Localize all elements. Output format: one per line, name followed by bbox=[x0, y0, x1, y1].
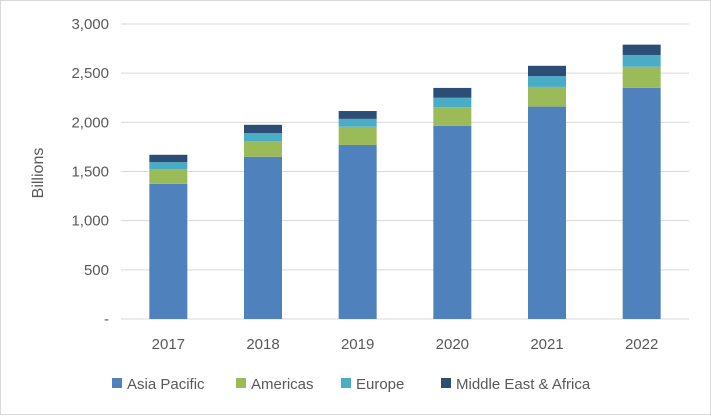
y-tick-label: 3,000 bbox=[71, 16, 109, 33]
legend-item: Americas bbox=[236, 376, 314, 393]
legend-swatch bbox=[441, 378, 451, 388]
legend-label: Americas bbox=[251, 376, 314, 393]
bar-asia-pacific-2017 bbox=[149, 183, 188, 319]
legend-item: Europe bbox=[341, 376, 404, 393]
bar-americas-2019 bbox=[338, 126, 377, 145]
y-tick-label: 2,000 bbox=[71, 114, 109, 131]
x-tick-label: 2022 bbox=[625, 336, 658, 353]
legend-swatch bbox=[341, 378, 351, 388]
x-tick-label: 2018 bbox=[246, 336, 279, 353]
bar-europe-2021 bbox=[528, 76, 566, 87]
bar-asia-pacific-2020 bbox=[433, 125, 472, 320]
x-tick-label: 2020 bbox=[436, 336, 469, 353]
legend-label: Europe bbox=[356, 376, 404, 393]
legend-item: Asia Pacific bbox=[112, 376, 205, 393]
bar-middle-east-africa-2019 bbox=[338, 111, 377, 119]
bar-asia-pacific-2022 bbox=[622, 87, 661, 320]
bars bbox=[149, 44, 661, 320]
bar-europe-2019 bbox=[338, 118, 377, 127]
legend-label: Asia Pacific bbox=[127, 376, 205, 393]
bar-middle-east-africa-2017 bbox=[149, 154, 188, 163]
bar-europe-2020 bbox=[433, 97, 472, 108]
legend-item: Middle East & Africa bbox=[441, 376, 591, 393]
x-tick-label: 2021 bbox=[530, 336, 563, 353]
y-axis-label: Billions bbox=[30, 148, 47, 199]
bar-americas-2018 bbox=[244, 141, 282, 157]
y-tick-label: 1,500 bbox=[71, 164, 109, 181]
bar-europe-2022 bbox=[622, 54, 661, 67]
x-tick-label: 2017 bbox=[152, 336, 185, 353]
bar-asia-pacific-2021 bbox=[528, 106, 566, 319]
bar-middle-east-africa-2022 bbox=[622, 44, 661, 55]
bar-americas-2017 bbox=[149, 169, 188, 184]
legend: Asia Pacific Americas Europe Middle East & … bbox=[112, 376, 591, 393]
y-tick-labels: - 500 1,000 1,500 2,000 2,500 3,000 bbox=[71, 16, 109, 328]
y-tick-label: 1,000 bbox=[71, 213, 109, 230]
bar-middle-east-africa-2018 bbox=[244, 124, 282, 134]
bar-asia-pacific-2019 bbox=[338, 144, 377, 319]
y-tick-label: 2,500 bbox=[71, 65, 109, 82]
gridlines bbox=[121, 23, 689, 320]
legend-label: Middle East & Africa bbox=[456, 376, 591, 393]
x-tick-labels: 2017 2018 2019 2020 2021 2022 bbox=[152, 336, 659, 353]
x-tick-label: 2019 bbox=[341, 336, 374, 353]
bar-middle-east-africa-2020 bbox=[433, 87, 472, 98]
y-tick-label: 500 bbox=[84, 262, 109, 279]
bar-europe-2018 bbox=[244, 133, 282, 142]
bar-americas-2020 bbox=[433, 107, 472, 126]
bar-europe-2017 bbox=[149, 162, 188, 170]
y-tick-label: - bbox=[104, 311, 109, 328]
bar-middle-east-africa-2021 bbox=[528, 65, 566, 77]
legend-swatch bbox=[236, 378, 246, 388]
bar-americas-2021 bbox=[528, 86, 566, 107]
bar-americas-2022 bbox=[622, 66, 661, 88]
bar-asia-pacific-2018 bbox=[244, 156, 282, 319]
legend-swatch bbox=[112, 378, 122, 388]
